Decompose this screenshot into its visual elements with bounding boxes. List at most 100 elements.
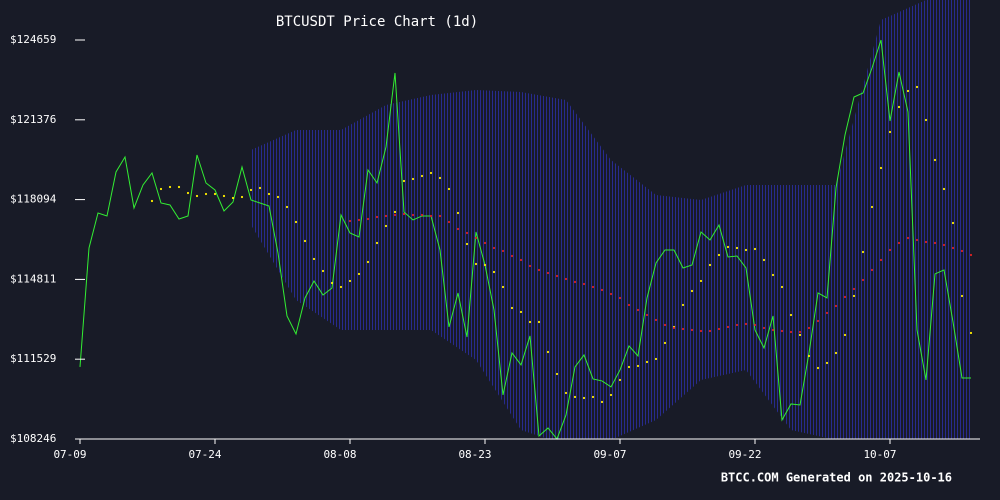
ma-dot [600, 288, 604, 292]
ma-dot [654, 318, 658, 322]
ma-dot [645, 360, 649, 364]
ma-dot [915, 238, 919, 242]
ma-dot [789, 313, 793, 317]
ma-dot [726, 245, 730, 249]
ma-dot [294, 220, 298, 224]
ma-dot [267, 192, 271, 196]
ma-dot [492, 246, 496, 250]
ma-dot [681, 303, 685, 307]
ma-dot [456, 211, 460, 215]
ma-dot [915, 85, 919, 89]
ma-dot [924, 240, 928, 244]
ma-dot [285, 205, 289, 209]
ma-dot [816, 319, 820, 323]
ma-dot [861, 278, 865, 282]
ma-dot [501, 285, 505, 289]
ma-dot [744, 248, 748, 252]
ma-dot [393, 213, 397, 217]
ma-dot [843, 295, 847, 299]
price-line [79, 39, 971, 440]
ma-dot [546, 350, 550, 354]
ma-dot [582, 396, 586, 400]
ma-dot [699, 279, 703, 283]
ma-dot [447, 220, 451, 224]
band-layer [251, 0, 971, 439]
ma-dot [690, 328, 694, 332]
ma-dot [771, 328, 775, 332]
y-tick-label: $121376 [10, 113, 56, 126]
x-tick-label: 08-08 [323, 448, 356, 461]
ma-dot [483, 241, 487, 245]
ma-dot [276, 195, 280, 199]
ma-dot [951, 221, 955, 225]
ma-dot [753, 247, 757, 251]
ma-dot [528, 264, 532, 268]
ma-dot [222, 194, 226, 198]
ma-dot [609, 292, 613, 296]
ma-dot [636, 308, 640, 312]
ma-dot [888, 130, 892, 134]
y-tick-label: $114811 [10, 272, 56, 285]
ma-dot [393, 210, 397, 214]
ma-dot [429, 171, 433, 175]
band [251, 0, 971, 439]
ma-dot [240, 195, 244, 199]
x-tick-label: 07-09 [53, 448, 86, 461]
ma-dot [780, 285, 784, 289]
ma-dot [357, 272, 361, 276]
ma-dot [735, 246, 739, 250]
chart-title: BTCUSDT Price Chart (1d) [276, 14, 478, 30]
y-tick-label: $108246 [10, 432, 56, 445]
ma-dot [321, 269, 325, 273]
ma-dot [861, 250, 865, 254]
ma-dot [636, 364, 640, 368]
ma-dot [150, 199, 154, 203]
ma-dot [681, 327, 685, 331]
ma-dot [690, 289, 694, 293]
ma-dot [555, 372, 559, 376]
ma-dot [816, 366, 820, 370]
ma-dot [717, 253, 721, 257]
ma-dot [447, 187, 451, 191]
ma-dot [375, 241, 379, 245]
ma-dot [204, 192, 208, 196]
ma-dot [357, 218, 361, 222]
ma-dot [897, 241, 901, 245]
ma-dot [726, 325, 730, 329]
ma-dot [834, 304, 838, 308]
ma-dot [951, 246, 955, 250]
ma-dot [555, 274, 559, 278]
ma-dot [780, 329, 784, 333]
ma-dot [906, 236, 910, 240]
x-tick-label: 07-24 [188, 448, 221, 461]
ma-dot [429, 214, 433, 218]
ma-dot [825, 361, 829, 365]
ma-dot [510, 306, 514, 310]
ma-dot [645, 313, 649, 317]
ma-dot [591, 285, 595, 289]
ma-dot [501, 249, 505, 253]
ma-dot [249, 188, 253, 192]
ma-dot [474, 262, 478, 266]
ma-dot [798, 330, 802, 334]
ma-dot [348, 219, 352, 223]
ma-dot [546, 271, 550, 275]
ma-dot [825, 311, 829, 315]
ma-dot [924, 118, 928, 122]
ma-dot [933, 241, 937, 245]
ma-dot [807, 354, 811, 358]
ma-dot [591, 395, 595, 399]
y-tick-label: $111529 [10, 352, 56, 365]
ma-dot [510, 254, 514, 258]
ma-dot [609, 393, 613, 397]
ma-dot [888, 248, 892, 252]
ma-dot [852, 294, 856, 298]
ma-dot [753, 323, 757, 327]
ma-dot [537, 320, 541, 324]
ma-dot [618, 296, 622, 300]
ma-dot [582, 282, 586, 286]
ma-dot [672, 326, 676, 330]
y-tick-label: $124659 [10, 33, 56, 46]
